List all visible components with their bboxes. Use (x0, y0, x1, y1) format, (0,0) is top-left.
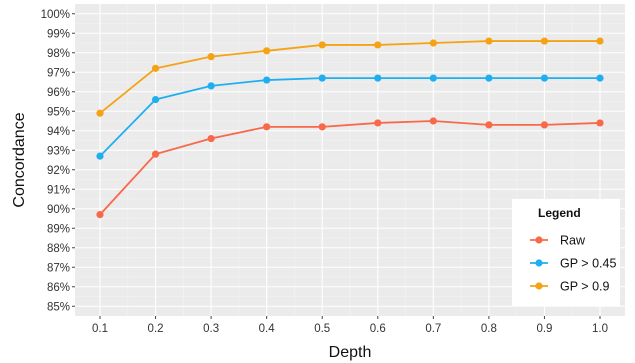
data-point (151, 64, 160, 72)
x-tick-label: 0.8 (481, 323, 497, 335)
x-tick-label: 0.9 (536, 323, 552, 335)
series-3 (96, 37, 604, 117)
x-tick-label: 0.7 (425, 323, 441, 335)
legend-items: Raw GP > 0.45 GP > 0.9 (530, 234, 616, 294)
data-point (96, 211, 104, 219)
legend-label: Raw (560, 234, 586, 248)
legend-item: GP > 0.9 (530, 280, 610, 294)
series-layer (96, 37, 604, 219)
series-line (99, 40, 600, 114)
y-tick-label: 89% (47, 223, 70, 235)
y-tick-label: 88% (47, 243, 70, 255)
x-tick-label: 0.5 (314, 323, 330, 335)
series-line (99, 120, 601, 216)
y-tick-label: 96% (47, 87, 70, 99)
legend-key-point (535, 236, 543, 244)
y-tick-label: 94% (47, 126, 70, 138)
legend-key-point (535, 282, 543, 290)
data-point (429, 74, 437, 82)
data-point (374, 119, 382, 127)
x-tick-label: 0.1 (92, 323, 108, 335)
y-tick-label: 92% (47, 165, 70, 177)
data-point (485, 121, 493, 129)
data-point (263, 123, 271, 131)
x-tick-label: 0.6 (370, 323, 386, 335)
legend-label: GP > 0.9 (560, 280, 610, 294)
data-point (429, 117, 437, 125)
y-axis-title: Concordance (11, 112, 28, 207)
data-point (485, 74, 493, 82)
y-tick-label: 91% (47, 184, 70, 196)
data-point (207, 53, 215, 61)
series-2 (96, 74, 604, 160)
legend-title: Legend (538, 206, 581, 220)
x-tick-label: 1.0 (592, 323, 608, 335)
data-point (540, 37, 549, 45)
y-tick-label: 90% (47, 204, 70, 216)
legend: Legend Raw GP > 0.45 GP > 0.9 (512, 199, 620, 306)
series-1 (96, 117, 604, 219)
data-point (596, 37, 604, 45)
data-point (318, 74, 326, 82)
data-point (96, 109, 104, 117)
y-tick-label: 87% (47, 262, 70, 274)
data-point (151, 95, 160, 104)
legend-key-point (535, 259, 543, 267)
data-point (318, 41, 326, 49)
y-tick-label: 100% (41, 9, 70, 21)
data-point (596, 119, 604, 127)
data-point (374, 74, 382, 82)
legend-item: Raw (530, 234, 586, 248)
data-point (540, 74, 549, 82)
data-point (207, 134, 215, 143)
legend-label: GP > 0.45 (560, 257, 616, 271)
data-point (96, 152, 104, 160)
minor-gridlines (75, 4, 625, 316)
x-tick-label: 0.2 (148, 323, 164, 335)
data-point (485, 37, 493, 45)
y-tick-label: 98% (47, 48, 70, 60)
x-tick-label: 0.3 (203, 323, 219, 335)
y-tick-label: 93% (47, 145, 70, 157)
data-point (429, 39, 437, 47)
data-point (263, 76, 271, 84)
y-tick-label: 95% (47, 106, 70, 118)
y-axis-ticks: 85% 86% 87% 88% 89% 90% 91% 92% 93% 94% 95% 96% 97% 9… (41, 9, 75, 313)
series-line (99, 77, 600, 157)
data-point (318, 123, 326, 131)
data-point (374, 41, 382, 49)
data-point (151, 150, 160, 158)
x-tick-label: 0.4 (259, 323, 276, 335)
data-point (207, 82, 215, 90)
legend-box (512, 199, 620, 306)
data-point (263, 47, 271, 55)
y-tick-label: 99% (47, 28, 70, 40)
data-point (596, 74, 604, 82)
y-tick-label: 85% (47, 301, 70, 313)
y-tick-label: 86% (47, 282, 70, 294)
x-axis-ticks: 0.1 0.2 0.3 0.4 0.5 0.6 0.7 0.8 0.9 1.0 (92, 316, 608, 335)
legend-item: GP > 0.45 (530, 257, 616, 271)
data-point (540, 121, 549, 129)
x-axis-title: Depth (329, 344, 372, 361)
y-tick-label: 97% (47, 67, 70, 79)
